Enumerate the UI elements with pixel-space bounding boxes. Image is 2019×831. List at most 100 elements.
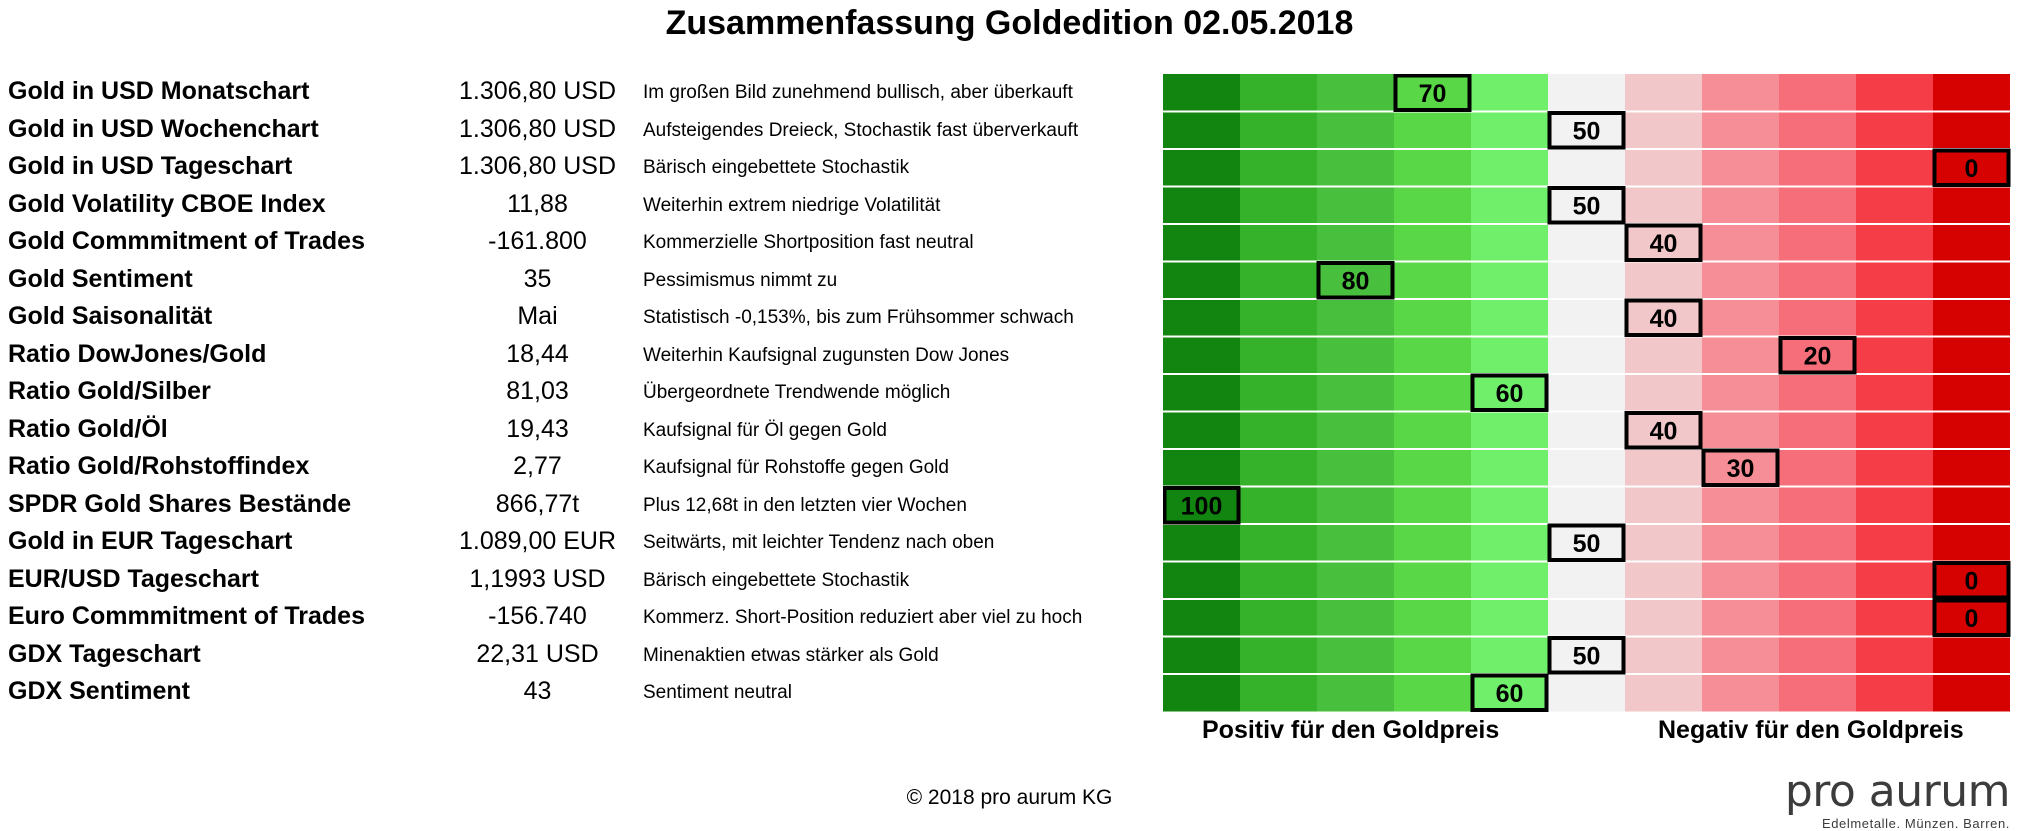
indicator-row: Gold in USD Monatschart 1.306,80 USD Im gr…	[0, 74, 1165, 112]
scale-cell-30	[1702, 74, 1779, 712]
indicator-row: Gold Saisonalität Mai Statistisch -0,153%,…	[0, 299, 1165, 337]
indicator-value: 22,31 USD	[476, 639, 599, 668]
score-label: 0	[1965, 155, 1979, 183]
indicator-comment: Kommerzielle Shortposition fast neutral	[643, 232, 974, 253]
positive-label: Positiv für den Goldpreis	[1202, 716, 1500, 744]
indicator-comment: Kommerz. Short-Position reduziert aber v…	[643, 607, 1083, 628]
scale-cell-70	[1394, 74, 1471, 712]
score-marker-box	[1163, 486, 1241, 525]
indicator-comment: Kaufsignal für Öl gegen Gold	[643, 419, 887, 441]
indicator-row: Gold Sentiment 35 Pessimismus nimmt zu	[0, 262, 1165, 300]
score-marker: 40	[1624, 223, 1703, 262]
indicator-row: Ratio Gold/Silber 81,03 Übergeordnete Tren…	[0, 374, 1165, 412]
score-marker: 50	[1547, 186, 1626, 225]
indicator-comment: Pessimismus nimmt zu	[643, 269, 838, 291]
score-marker-box	[1932, 148, 2011, 187]
indicator-row: Gold Commmitment of Trades -161.800 Kommer…	[0, 224, 1165, 262]
indicator-value: 43	[523, 677, 552, 705]
indicator-name: Gold in USD Wochenchart	[8, 114, 319, 143]
score-marker-box	[1547, 636, 1626, 675]
score-label: 50	[1573, 642, 1601, 670]
scale-cell-20	[1779, 74, 1856, 712]
score-label: 80	[1342, 267, 1370, 295]
score-label: 40	[1650, 305, 1678, 333]
score-marker: 0	[1932, 598, 2011, 637]
indicator-row: Ratio Gold/Öl 19,43 Kaufsignal für Öl gege…	[0, 412, 1165, 450]
score-marker: 50	[1547, 523, 1626, 562]
indicator-name: Ratio DowJones/Gold	[8, 339, 267, 368]
copyright-text: © 2018 pro aurum KG	[906, 786, 1113, 809]
indicator-comment: Statistisch -0,153%, bis zum Frühsommer …	[643, 307, 1074, 328]
indicator-name: Ratio Gold/Rohstoffindex	[8, 452, 310, 480]
indicator-name: Gold in EUR Tageschart	[8, 527, 293, 555]
indicator-value: 11,88	[507, 189, 568, 218]
indicator-name: Gold Saisonalität	[8, 302, 213, 330]
scale-cell-80	[1317, 74, 1394, 712]
indicator-name: Gold Sentiment	[8, 264, 193, 293]
score-marker-box	[1624, 298, 1703, 337]
scale-cell-90	[1240, 74, 1317, 712]
score-marker-box	[1778, 336, 1857, 375]
indicator-row: Gold in USD Wochenchart 1.306,80 USD Aufst…	[0, 112, 1165, 150]
score-marker: 50	[1547, 111, 1626, 150]
indicator-row: Ratio Gold/Rohstoffindex 2,77 Kaufsignal f…	[0, 449, 1165, 487]
scale-cell-50	[1548, 74, 1625, 712]
score-label: 50	[1573, 117, 1601, 145]
scale-cell-60	[1471, 74, 1548, 712]
indicator-value: 19,43	[506, 414, 569, 443]
indicator-row: SPDR Gold Shares Bestände 866,77t Plus 12,…	[0, 487, 1165, 525]
score-marker-box	[1470, 673, 1549, 712]
indicator-value: 1.306,80 USD	[458, 77, 617, 105]
indicator-row: GDX Tageschart 22,31 USD Minenaktien etwas…	[0, 637, 1165, 675]
indicator-comment: Bärisch eingebettete Stochastik	[643, 157, 910, 178]
score-label: 70	[1419, 80, 1447, 108]
score-marker-box	[1316, 261, 1395, 300]
score-marker: 40	[1624, 298, 1703, 337]
indicator-comment: Sentiment neutral	[643, 682, 792, 703]
indicator-value: 2,77	[513, 452, 562, 480]
indicator-comment: Kaufsignal für Rohstoffe gegen Gold	[643, 457, 949, 478]
score-marker: 80	[1316, 261, 1395, 300]
score-label: 0	[1965, 605, 1979, 633]
score-marker-box	[1932, 561, 2011, 600]
rating-scale: 70 50 0 50 40 80 40 20 60 40 30 100 50 0 0 50 60	[1163, 74, 2011, 712]
score-marker: 20	[1778, 336, 1857, 375]
indicator-list: Gold in USD Monatschart 1.306,80 USD Im gr…	[0, 74, 1165, 712]
score-marker-box	[1547, 111, 1626, 150]
indicator-value: -156.740	[488, 602, 587, 630]
score-marker: 40	[1624, 411, 1703, 450]
indicator-comment: Bärisch eingebettete Stochastik	[643, 569, 910, 591]
indicator-value: 866,77t	[495, 489, 580, 518]
indicator-comment: Minenaktien etwas stärker als Gold	[643, 644, 939, 666]
score-marker: 100	[1163, 486, 1241, 525]
indicator-row: EUR/USD Tageschart 1,1993 USD Bärisch eing…	[0, 562, 1165, 600]
indicator-comment: Aufsteigendes Dreieck, Stochastik fast ü…	[643, 119, 1079, 141]
indicator-name: Gold Commmitment of Trades	[8, 227, 365, 255]
score-marker: 50	[1547, 636, 1626, 675]
indicator-value: 18,44	[506, 339, 569, 368]
indicator-comment: Weiterhin extrem niedrige Volatilität	[643, 194, 941, 216]
indicator-row: Euro Commmitment of Trades -156.740 Kommer…	[0, 599, 1165, 637]
indicator-name: Gold in USD Monatschart	[8, 77, 310, 105]
negative-label: Negativ für den Goldpreis	[1658, 716, 1964, 744]
indicator-row: Gold Volatility CBOE Index 11,88 Weiterhin…	[0, 187, 1165, 225]
chart-title: Zusammenfassung Goldedition 02.05.2018	[665, 4, 1354, 42]
logo-wordmark: pro aurum	[1784, 766, 2011, 817]
indicator-name: SPDR Gold Shares Bestände	[8, 489, 352, 518]
scale-cell-100	[1163, 74, 1240, 712]
indicator-comment: Seitwärts, mit leichter Tendenz nach obe…	[643, 532, 995, 553]
score-label: 50	[1573, 530, 1601, 558]
score-marker-box	[1470, 373, 1549, 412]
indicator-name: Gold Volatility CBOE Index	[8, 189, 326, 218]
score-label: 50	[1573, 192, 1601, 220]
indicator-value: 81,03	[506, 377, 569, 405]
indicator-comment: Plus 12,68t in den letzten vier Wochen	[643, 494, 967, 516]
score-label: 20	[1804, 342, 1832, 370]
score-marker-box	[1547, 186, 1626, 225]
score-marker-box	[1393, 74, 1472, 112]
indicator-row: Ratio DowJones/Gold 18,44 Weiterhin Kaufsi…	[0, 337, 1165, 375]
indicator-value: 1.306,80 USD	[458, 152, 617, 180]
indicator-name: Ratio Gold/Öl	[8, 414, 168, 443]
indicator-name: Euro Commmitment of Trades	[8, 602, 365, 630]
